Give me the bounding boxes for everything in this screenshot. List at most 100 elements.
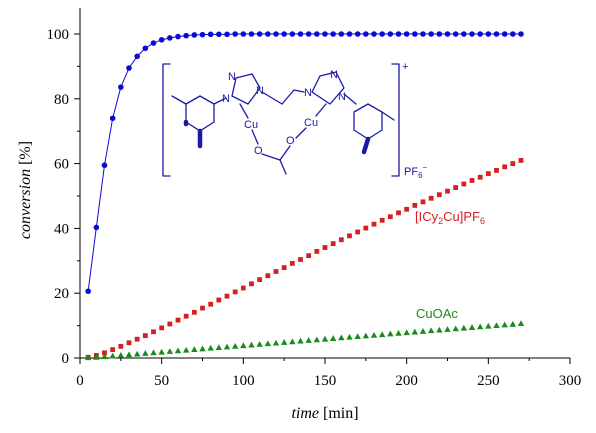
data-point [191,346,198,352]
data-point [493,322,500,328]
data-point [452,325,459,332]
data-point [150,40,157,46]
data-point [387,31,394,37]
x-tick-label: 0 [76,373,84,389]
left-aryl-ring [185,95,215,132]
data-point [118,343,124,349]
data-point [306,253,312,259]
atom-label-cu2: Cu [304,117,318,129]
data-point [272,339,280,346]
data-point [289,338,296,345]
data-point [510,31,516,37]
data-point [109,115,116,122]
data-point [338,31,345,37]
data-point [215,344,223,351]
data-point [240,285,246,291]
acetate-methyl [279,159,287,175]
x-axis-title: time [min] [291,405,358,422]
linker-3 [293,89,305,93]
data-point [256,340,263,347]
data-point [371,31,377,37]
data-point [207,31,214,38]
y-tick-label: 80 [54,92,69,108]
data-point [248,31,255,37]
data-point [257,277,263,282]
right-triazole [311,71,345,105]
data-point [158,37,165,43]
data-point [142,45,149,52]
data-point [322,31,328,37]
data-point [191,309,197,315]
x-tick-label: 250 [477,373,500,389]
data-point [395,31,402,37]
data-point [518,157,524,163]
data-point [142,333,148,339]
data-point [102,350,107,356]
data-point [199,345,206,352]
data-point [183,32,189,39]
data-point [436,31,443,37]
charge-label: + [402,61,408,73]
data-point [444,31,451,37]
data-point [469,178,475,183]
y-tick-label: 0 [62,351,70,367]
y-tick-label: 100 [47,27,70,43]
data-point [403,31,410,37]
data-point [436,326,443,333]
x-tick-label: 200 [395,373,418,389]
atom-label-n5: N [330,69,338,81]
data-point [93,353,100,360]
data-point [412,31,418,37]
data-point [411,328,419,335]
data-point [208,301,214,307]
data-point [371,221,377,227]
atom-label-cu1: Cu [244,119,258,131]
data-point [117,352,125,358]
data-point [265,31,271,37]
data-point [216,297,222,303]
data-point [167,35,173,41]
data-point [224,293,230,299]
data-point [281,265,287,271]
data-point [191,32,198,38]
atom-label-n3: N [256,85,264,97]
left-n-aryl-bond [213,97,227,105]
data-point [477,31,483,37]
data-point [322,245,328,250]
data-point [305,337,312,343]
data-point [346,31,353,37]
data-point [264,340,272,347]
data-point [419,328,427,334]
x-tick-label: 50 [154,373,169,389]
data-point [174,347,182,354]
data-point [395,329,402,336]
data-point [379,31,385,37]
data-point [403,329,410,336]
data-point [338,237,344,243]
data-point [249,281,254,287]
data-point [370,331,378,338]
data-point [452,31,459,37]
data-point [126,65,132,71]
data-point [240,342,247,349]
data-point [517,320,525,327]
data-point [231,342,239,349]
data-point [510,161,516,166]
data-point [378,331,386,338]
right-aryl-bond [381,111,395,121]
data-point [305,31,312,37]
data-point [338,334,345,341]
data-point [330,241,336,247]
atom-label-n2: N [228,71,236,83]
data-point [329,335,337,341]
data-point [200,305,205,311]
data-point [314,249,320,254]
data-point [289,260,295,266]
right-aryl-ring [353,103,383,140]
data-point [346,333,353,340]
data-point [118,84,124,90]
data-point [101,162,108,169]
data-point [509,320,517,327]
data-point [167,321,173,327]
data-point [133,350,141,357]
